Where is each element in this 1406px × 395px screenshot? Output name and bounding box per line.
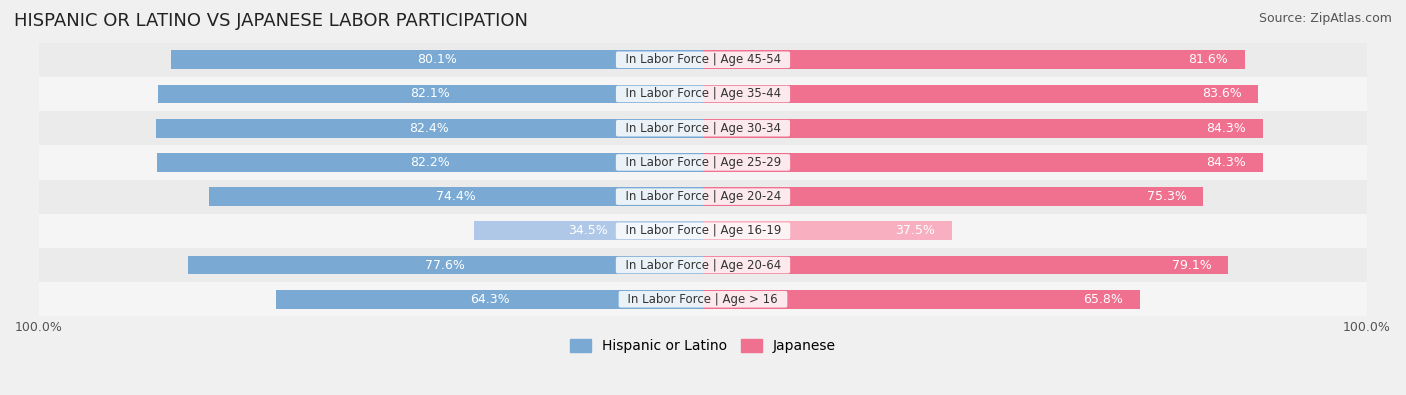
- Bar: [39, 77, 1367, 111]
- Text: In Labor Force | Age 25-29: In Labor Force | Age 25-29: [617, 156, 789, 169]
- Bar: [39, 214, 1367, 248]
- Text: In Labor Force | Age 20-64: In Labor Force | Age 20-64: [617, 259, 789, 272]
- Bar: [39, 145, 1367, 179]
- Text: 82.4%: 82.4%: [409, 122, 450, 135]
- Text: In Labor Force | Age 35-44: In Labor Force | Age 35-44: [617, 87, 789, 100]
- Bar: [703, 222, 952, 240]
- Text: 75.3%: 75.3%: [1146, 190, 1187, 203]
- Bar: [157, 153, 703, 172]
- Text: 64.3%: 64.3%: [470, 293, 509, 306]
- Bar: [156, 119, 703, 137]
- Bar: [172, 50, 703, 69]
- Text: 84.3%: 84.3%: [1206, 156, 1246, 169]
- Bar: [39, 282, 1367, 316]
- Text: 77.6%: 77.6%: [426, 259, 465, 272]
- Text: 84.3%: 84.3%: [1206, 122, 1246, 135]
- Bar: [703, 153, 1263, 172]
- Bar: [39, 179, 1367, 214]
- Text: HISPANIC OR LATINO VS JAPANESE LABOR PARTICIPATION: HISPANIC OR LATINO VS JAPANESE LABOR PAR…: [14, 12, 529, 30]
- Bar: [703, 50, 1244, 69]
- Bar: [703, 290, 1140, 309]
- Text: 81.6%: 81.6%: [1188, 53, 1229, 66]
- Text: In Labor Force | Age > 16: In Labor Force | Age > 16: [620, 293, 786, 306]
- Text: In Labor Force | Age 30-34: In Labor Force | Age 30-34: [617, 122, 789, 135]
- Text: Source: ZipAtlas.com: Source: ZipAtlas.com: [1258, 12, 1392, 25]
- Text: In Labor Force | Age 20-24: In Labor Force | Age 20-24: [617, 190, 789, 203]
- Text: 65.8%: 65.8%: [1084, 293, 1123, 306]
- Bar: [474, 222, 703, 240]
- Text: 80.1%: 80.1%: [418, 53, 457, 66]
- Bar: [39, 43, 1367, 77]
- Text: 79.1%: 79.1%: [1173, 259, 1212, 272]
- Text: 83.6%: 83.6%: [1202, 87, 1241, 100]
- Bar: [703, 187, 1204, 206]
- Text: 82.2%: 82.2%: [411, 156, 450, 169]
- Bar: [39, 248, 1367, 282]
- Bar: [209, 187, 703, 206]
- Text: 82.1%: 82.1%: [411, 87, 450, 100]
- Text: In Labor Force | Age 16-19: In Labor Force | Age 16-19: [617, 224, 789, 237]
- Bar: [157, 85, 703, 103]
- Text: In Labor Force | Age 45-54: In Labor Force | Age 45-54: [617, 53, 789, 66]
- Text: 34.5%: 34.5%: [568, 224, 609, 237]
- Text: 37.5%: 37.5%: [896, 224, 935, 237]
- Bar: [703, 119, 1263, 137]
- Bar: [703, 256, 1229, 275]
- Text: 74.4%: 74.4%: [436, 190, 475, 203]
- Legend: Hispanic or Latino, Japanese: Hispanic or Latino, Japanese: [564, 334, 842, 359]
- Bar: [276, 290, 703, 309]
- Bar: [187, 256, 703, 275]
- Bar: [39, 111, 1367, 145]
- Bar: [703, 85, 1258, 103]
